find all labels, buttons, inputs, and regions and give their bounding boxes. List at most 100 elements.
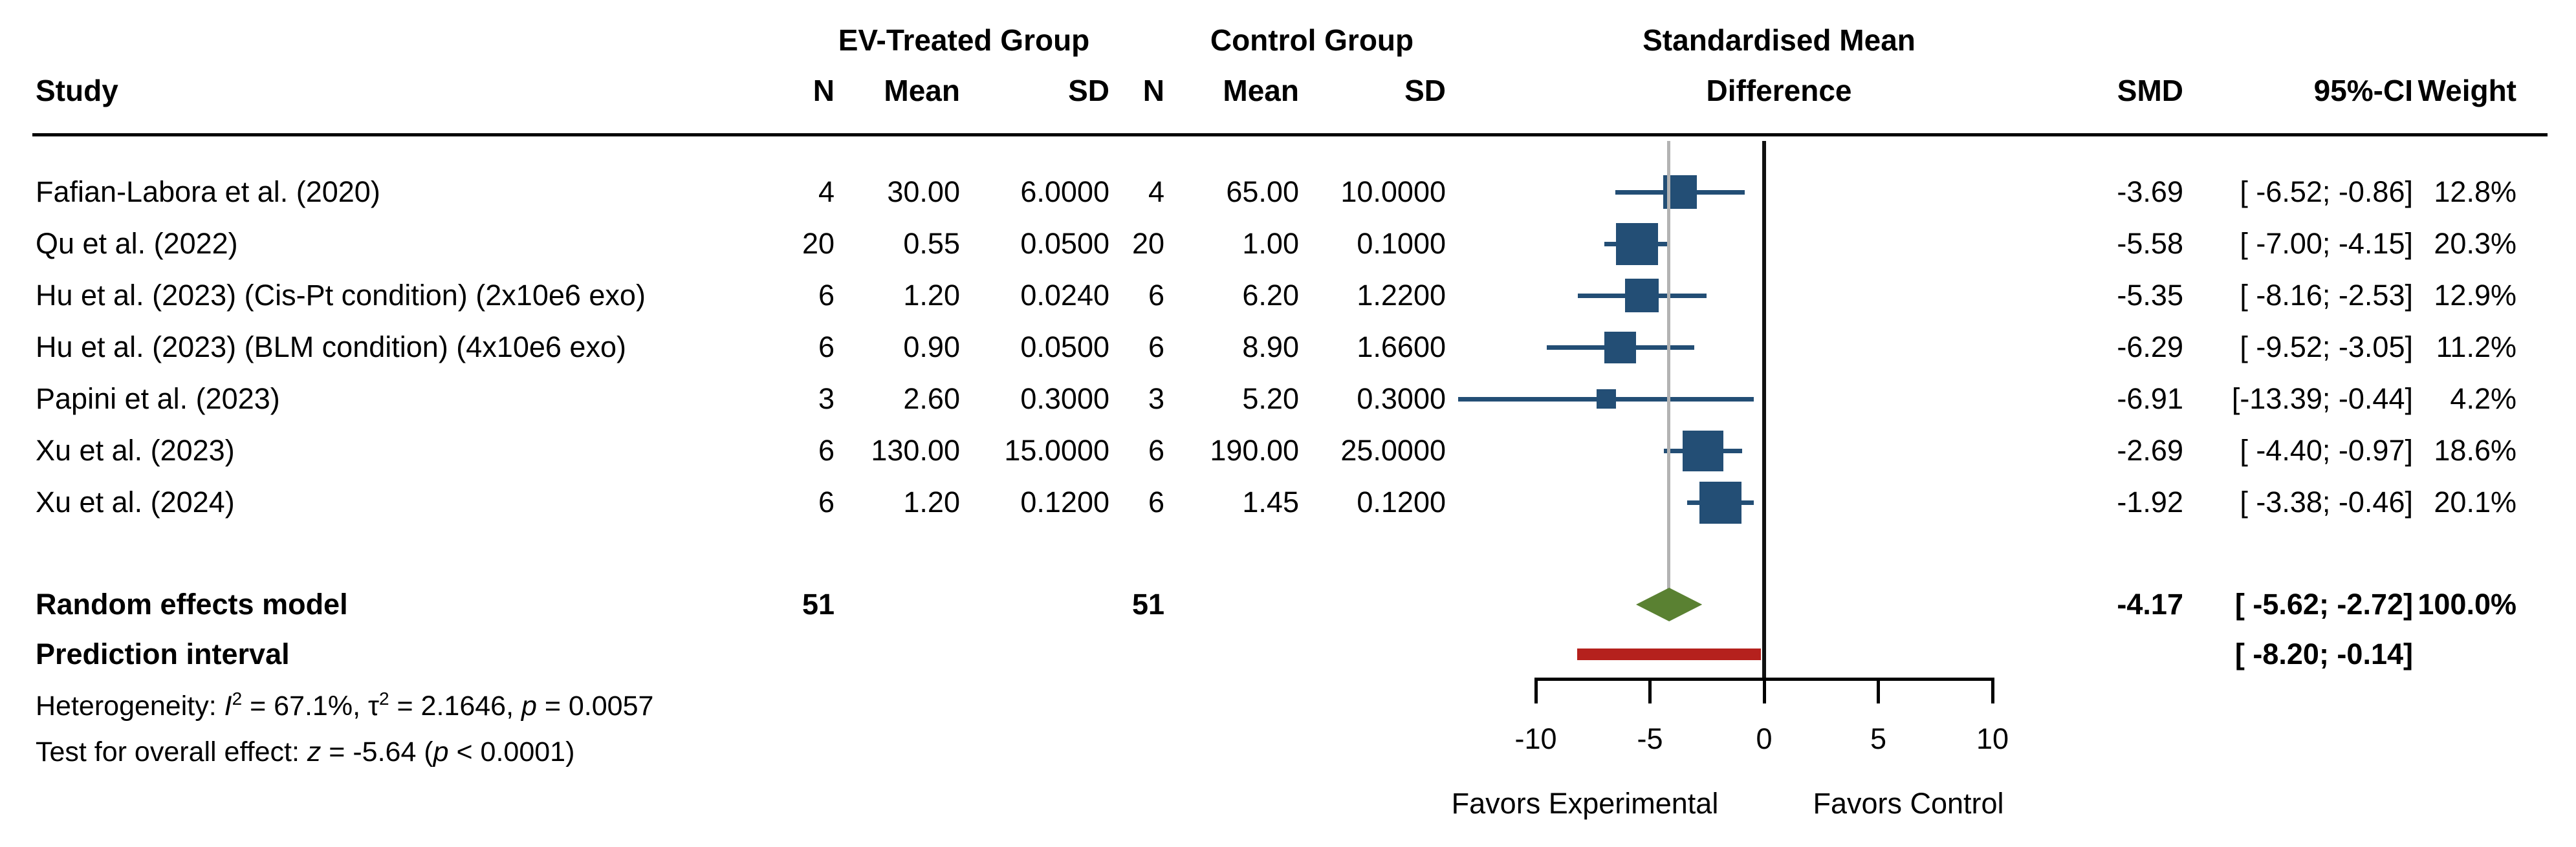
axis-tick-label: 0 bbox=[1756, 722, 1773, 755]
note-segment: = -5.64 ( bbox=[321, 736, 433, 767]
study-n1: 6 bbox=[818, 434, 835, 467]
axis-tick bbox=[1762, 678, 1766, 703]
study-smd: -6.29 bbox=[2117, 330, 2183, 363]
study-n2: 3 bbox=[1148, 382, 1164, 415]
col-header-control-group: Control Group bbox=[1210, 23, 1414, 57]
study-smd: -5.35 bbox=[2117, 279, 2183, 312]
col-header-n2: N bbox=[1142, 74, 1164, 107]
study-sd1: 0.0240 bbox=[1020, 279, 1109, 312]
study-smd: -3.69 bbox=[2117, 175, 2183, 208]
study-ci: [ -8.16; -2.53] bbox=[2240, 279, 2413, 312]
prediction-interval-bar bbox=[1577, 649, 1762, 660]
study-smd: -5.58 bbox=[2117, 227, 2183, 260]
study-mean1: 2.60 bbox=[903, 382, 960, 415]
study-square bbox=[1597, 389, 1617, 409]
study-square bbox=[1615, 222, 1658, 265]
summary-n1: 51 bbox=[802, 588, 835, 621]
study-mean2: 1.00 bbox=[1242, 227, 1299, 260]
study-ci: [-13.39; -0.44] bbox=[2231, 382, 2413, 415]
study-sd2: 10.0000 bbox=[1340, 175, 1446, 208]
study-n1: 3 bbox=[818, 382, 835, 415]
study-mean1: 0.90 bbox=[903, 330, 960, 363]
study-label: Xu et al. (2023) bbox=[36, 434, 235, 467]
study-n2: 6 bbox=[1148, 279, 1164, 312]
study-smd: -1.92 bbox=[2117, 486, 2183, 519]
study-sd2: 1.6600 bbox=[1357, 330, 1446, 363]
axis-tick-label: -5 bbox=[1637, 722, 1663, 755]
study-n2: 6 bbox=[1148, 486, 1164, 519]
study-label: Fafian-Labora et al. (2020) bbox=[36, 175, 380, 208]
study-weight: 11.2% bbox=[2436, 330, 2516, 363]
note-segment: = 0.0057 bbox=[536, 691, 654, 722]
study-square bbox=[1604, 331, 1637, 363]
study-mean1: 1.20 bbox=[903, 486, 960, 519]
study-sd2: 0.3000 bbox=[1357, 382, 1446, 415]
summary-diamond bbox=[1635, 588, 1702, 621]
axis-tick bbox=[1877, 678, 1880, 703]
axis-tick bbox=[1648, 678, 1652, 703]
col-header-mean2: Mean bbox=[1223, 74, 1299, 107]
study-ci: [ -9.52; -3.05] bbox=[2240, 330, 2413, 363]
summary-label: Random effects model bbox=[36, 588, 348, 621]
study-weight: 18.6% bbox=[2434, 434, 2516, 467]
axis-tick-label: -10 bbox=[1514, 722, 1557, 755]
pooled-effect-line bbox=[1667, 141, 1671, 590]
study-ci: [ -6.52; -0.86] bbox=[2240, 175, 2413, 208]
study-label: Papini et al. (2023) bbox=[36, 382, 280, 415]
col-header-n1: N bbox=[813, 74, 835, 107]
note-segment: < 0.0001) bbox=[448, 736, 575, 767]
study-n1: 4 bbox=[818, 175, 835, 208]
note-segment: p bbox=[433, 736, 449, 767]
study-smd: -6.91 bbox=[2117, 382, 2183, 415]
study-sd1: 0.1200 bbox=[1020, 486, 1109, 519]
col-header-ci: 95%-CI bbox=[2313, 74, 2413, 107]
study-sd1: 0.3000 bbox=[1020, 382, 1109, 415]
study-sd2: 25.0000 bbox=[1340, 434, 1446, 467]
study-mean1: 130.00 bbox=[871, 434, 960, 467]
summary-smd: -4.17 bbox=[2117, 588, 2183, 621]
study-mean2: 190.00 bbox=[1210, 434, 1299, 467]
study-sd2: 0.1000 bbox=[1357, 227, 1446, 260]
study-mean1: 30.00 bbox=[887, 175, 960, 208]
col-header-mean1: Mean bbox=[884, 74, 960, 107]
study-mean1: 1.20 bbox=[903, 279, 960, 312]
study-n2: 6 bbox=[1148, 330, 1164, 363]
study-ci: [ -4.40; -0.97] bbox=[2240, 434, 2413, 467]
study-mean2: 6.20 bbox=[1242, 279, 1299, 312]
axis-tick bbox=[1534, 678, 1538, 703]
summary-n2: 51 bbox=[1131, 588, 1164, 621]
study-n2: 4 bbox=[1148, 175, 1164, 208]
col-header-smd-line1: Standardised Mean bbox=[1643, 23, 1916, 57]
study-square bbox=[1699, 481, 1741, 524]
note-segment: = 2.1646, bbox=[389, 691, 521, 722]
study-n2: 6 bbox=[1148, 434, 1164, 467]
study-sd2: 0.1200 bbox=[1357, 486, 1446, 519]
axis-tick-label: 10 bbox=[1976, 722, 2009, 755]
prediction-interval-label: Prediction interval bbox=[36, 638, 290, 670]
study-square bbox=[1682, 430, 1723, 471]
note-segment: Test for overall effect: bbox=[36, 736, 307, 767]
summary-ci: [ -5.62; -2.72] bbox=[2234, 588, 2413, 621]
study-ci: [ -7.00; -4.15] bbox=[2240, 227, 2413, 260]
col-header-smd-line2: Difference bbox=[1706, 74, 1852, 107]
study-square bbox=[1625, 279, 1659, 312]
note-segment: Heterogeneity: bbox=[36, 691, 224, 722]
col-header-weight: Weight bbox=[2418, 74, 2516, 107]
study-label: Qu et al. (2022) bbox=[36, 227, 238, 260]
study-smd: -2.69 bbox=[2117, 434, 2183, 467]
study-weight: 20.3% bbox=[2434, 227, 2516, 260]
study-weight: 12.8% bbox=[2434, 175, 2516, 208]
study-label: Hu et al. (2023) (Cis-Pt condition) (2x1… bbox=[36, 279, 646, 312]
study-weight: 20.1% bbox=[2434, 486, 2516, 519]
col-header-sd1: SD bbox=[1068, 74, 1109, 107]
overall-test-note: Test for overall effect: z = -5.64 (p < … bbox=[36, 726, 574, 778]
zero-reference-line bbox=[1762, 141, 1766, 681]
axis-label-favors-experimental: Favors Experimental bbox=[1451, 787, 1719, 820]
study-mean2: 65.00 bbox=[1226, 175, 1299, 208]
prediction-interval-ci: [ -8.20; -0.14] bbox=[2234, 638, 2413, 670]
study-sd1: 6.0000 bbox=[1020, 175, 1109, 208]
header-separator-line bbox=[32, 133, 2548, 136]
study-mean2: 5.20 bbox=[1242, 382, 1299, 415]
study-ci: [ -3.38; -0.46] bbox=[2240, 486, 2413, 519]
